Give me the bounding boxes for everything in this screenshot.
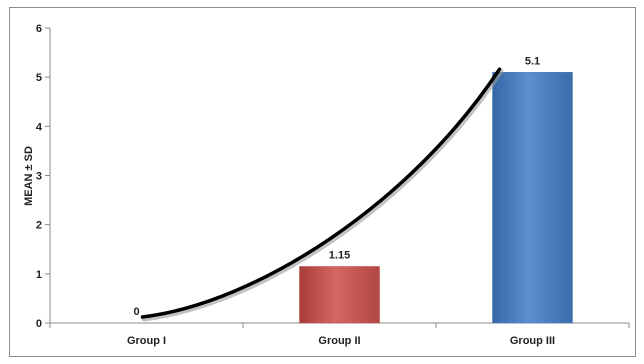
y-tick-label: 3	[36, 171, 42, 183]
x-tick-label: Group I	[127, 335, 166, 347]
y-tick-label: 2	[36, 220, 42, 232]
trend-curve-shadow	[141, 68, 504, 322]
data-label: 1.15	[329, 249, 350, 261]
labels: 0 1.15 5.1	[133, 55, 540, 318]
data-label: 5.1	[525, 55, 540, 67]
data-label: 0	[133, 306, 139, 318]
y-axis-title: MEAN ± SD	[23, 146, 35, 206]
bars	[299, 72, 573, 324]
trend-curve-layer	[140, 67, 504, 322]
bar	[492, 72, 573, 324]
y-tick-label: 5	[36, 72, 42, 84]
y-tick-label: 1	[36, 269, 42, 281]
x-tick-label: Group II	[318, 335, 360, 347]
y-tick-label: 4	[36, 121, 43, 133]
trend-curve	[140, 67, 502, 319]
y-tick-label: 6	[36, 23, 42, 35]
x-tick-label: Group III	[510, 335, 555, 347]
bar	[299, 266, 380, 324]
y-tick-label: 0	[36, 318, 42, 330]
